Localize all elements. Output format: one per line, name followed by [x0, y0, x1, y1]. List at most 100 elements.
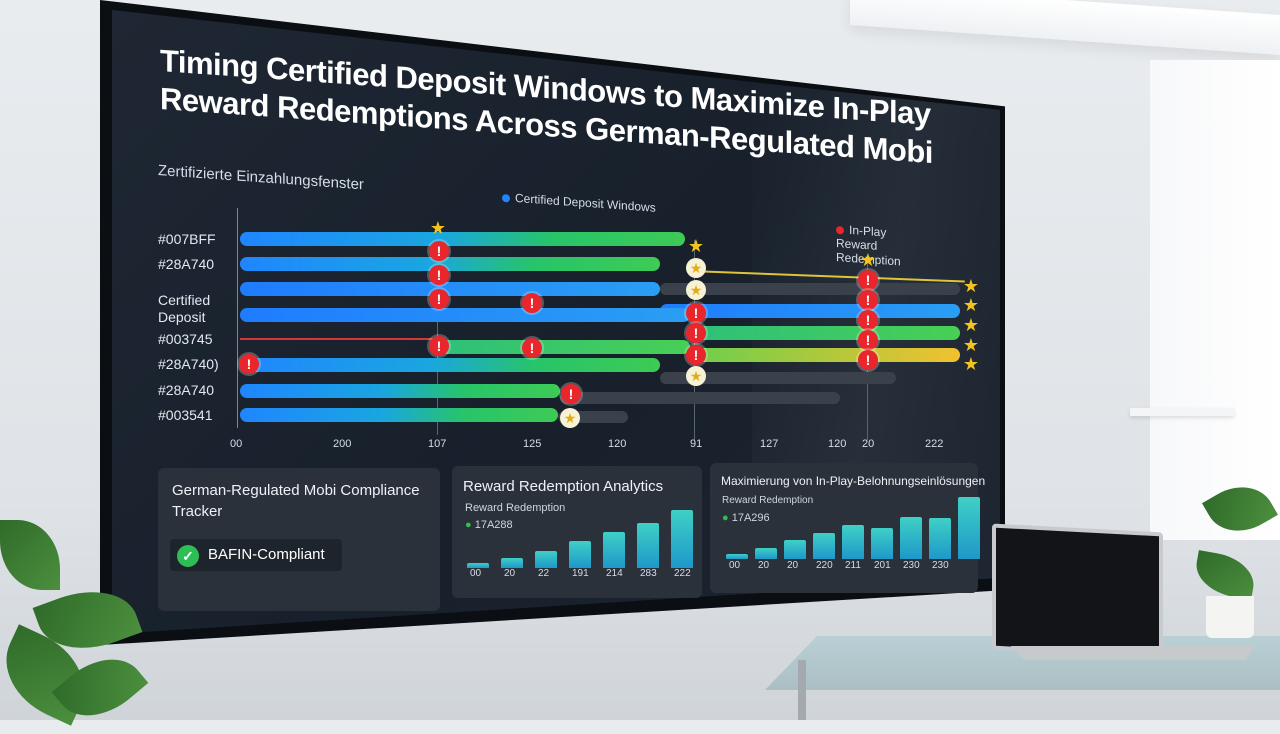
alert-marker: !	[858, 270, 878, 290]
mini-chart-tick: 00	[729, 560, 741, 571]
german-title: Maximierung von In-Play-Belohnungseinlös…	[721, 474, 986, 488]
analytics-value: ● 17A288	[465, 519, 513, 531]
row-label-5: #28A740)	[158, 356, 219, 372]
star-marker: ★	[429, 218, 447, 238]
mini-chart-bar	[671, 510, 693, 568]
plant-pot	[1206, 596, 1254, 638]
plant-leaf	[0, 520, 60, 590]
alert-marker: !	[858, 290, 878, 310]
mini-chart-tick: 20	[758, 560, 770, 571]
mini-chart-tick: 230	[932, 560, 949, 571]
star-marker: ★	[686, 366, 706, 386]
star-marker: ★	[686, 258, 706, 278]
timeline-bar	[240, 384, 560, 398]
alert-marker: !	[429, 336, 449, 356]
row-label-6: #28A740	[158, 382, 215, 398]
star-marker: ★	[859, 250, 877, 270]
row-label-4: #003745	[158, 331, 213, 347]
timeline-bar	[240, 308, 690, 322]
alert-marker: !	[858, 310, 878, 330]
star-marker: ★	[560, 408, 580, 428]
analytics-value-text: 17A288	[474, 519, 513, 531]
star-marker: ★	[962, 354, 980, 374]
x-tick: 222	[925, 438, 944, 450]
mini-chart-tick: 214	[606, 568, 623, 579]
alert-marker: !	[686, 323, 706, 343]
plant-leaf	[1191, 550, 1259, 600]
mini-chart-bar	[784, 540, 806, 559]
star-marker: ★	[962, 295, 980, 315]
legend-dot-red	[836, 225, 844, 235]
timeline-bar	[690, 326, 960, 340]
timeline-bar	[240, 257, 660, 271]
desk-leg	[798, 660, 806, 720]
alert-marker: !	[858, 330, 878, 350]
mini-chart-bar	[900, 516, 922, 559]
mini-chart-bar	[929, 518, 951, 559]
alert-marker: !	[429, 241, 449, 261]
row-label-3: Certified Deposit	[158, 292, 211, 325]
mini-chart-tick: 220	[816, 560, 833, 571]
ceiling-light	[850, 0, 1280, 56]
german-value-text: 17A296	[731, 512, 770, 524]
legend-dot-blue	[502, 193, 510, 203]
mini-chart-bar	[569, 541, 591, 568]
timeline-bar-track	[660, 372, 896, 384]
mini-chart-bar	[535, 550, 557, 568]
timeline-bar	[240, 282, 660, 296]
series-dot: ●	[465, 519, 472, 531]
star-marker: ★	[962, 276, 980, 296]
row-label-2: #28A740	[158, 256, 215, 272]
mini-chart-tick: 283	[640, 568, 657, 579]
legend-reward: In-Play Reward Redemption	[836, 222, 926, 270]
timeline-bar	[660, 304, 960, 318]
compliance-title: German-Regulated Mobi Compliance Tracker	[172, 482, 420, 520]
check-icon: ✓	[177, 545, 199, 567]
row-label-1: #007BFF	[158, 231, 216, 247]
y-axis-line	[237, 208, 238, 428]
mini-chart-bar	[958, 497, 980, 559]
timeline-bar-track	[660, 283, 960, 295]
timeline-bar-track	[560, 392, 840, 404]
timeline-bar	[240, 408, 558, 422]
timeline-bar	[240, 358, 660, 372]
x-tick: 125	[523, 438, 542, 450]
bafin-badge: ✓ BAFIN-Compliant	[170, 539, 342, 571]
mini-chart-tick: 230	[903, 560, 920, 571]
analytics-series-label: Reward Redemption	[465, 502, 566, 514]
mini-chart-bar	[726, 554, 748, 559]
alert-marker: !	[239, 354, 259, 374]
badge-label: BAFIN-Compliant	[208, 546, 325, 563]
mini-chart-tick: 20	[504, 568, 516, 579]
mini-chart-bar	[842, 524, 864, 559]
mini-chart-tick: 00	[470, 568, 482, 579]
alert-marker: !	[686, 303, 706, 323]
laptop-base	[1010, 646, 1255, 660]
mini-chart-tick: 222	[674, 568, 691, 579]
star-marker: ★	[962, 315, 980, 335]
timeline-bar	[690, 348, 960, 362]
star-marker: ★	[962, 335, 980, 355]
mini-chart-tick: 20	[787, 560, 799, 571]
series-dot: ●	[722, 512, 729, 524]
mini-chart-bar	[603, 532, 625, 568]
timeline-bar	[440, 340, 690, 354]
laptop-screen	[992, 523, 1163, 659]
wall-shelf	[1130, 408, 1234, 416]
alert-marker: !	[429, 289, 449, 309]
german-value: ● 17A296	[722, 512, 770, 524]
row-label-7: #003541	[158, 407, 213, 423]
star-marker: ★	[686, 280, 706, 300]
alert-marker: !	[561, 384, 581, 404]
x-tick: 00	[230, 438, 243, 450]
x-tick: 200	[333, 438, 352, 450]
alert-marker: !	[522, 338, 542, 358]
mini-chart-tick: 201	[874, 560, 891, 571]
mini-chart-bar	[637, 522, 659, 568]
window	[1150, 60, 1280, 540]
alert-marker: !	[686, 345, 706, 365]
mini-chart-bar	[467, 563, 489, 568]
x-tick: 91	[690, 438, 703, 450]
star-marker: ★	[687, 236, 705, 256]
german-series-label: Reward Redemption	[722, 495, 814, 506]
